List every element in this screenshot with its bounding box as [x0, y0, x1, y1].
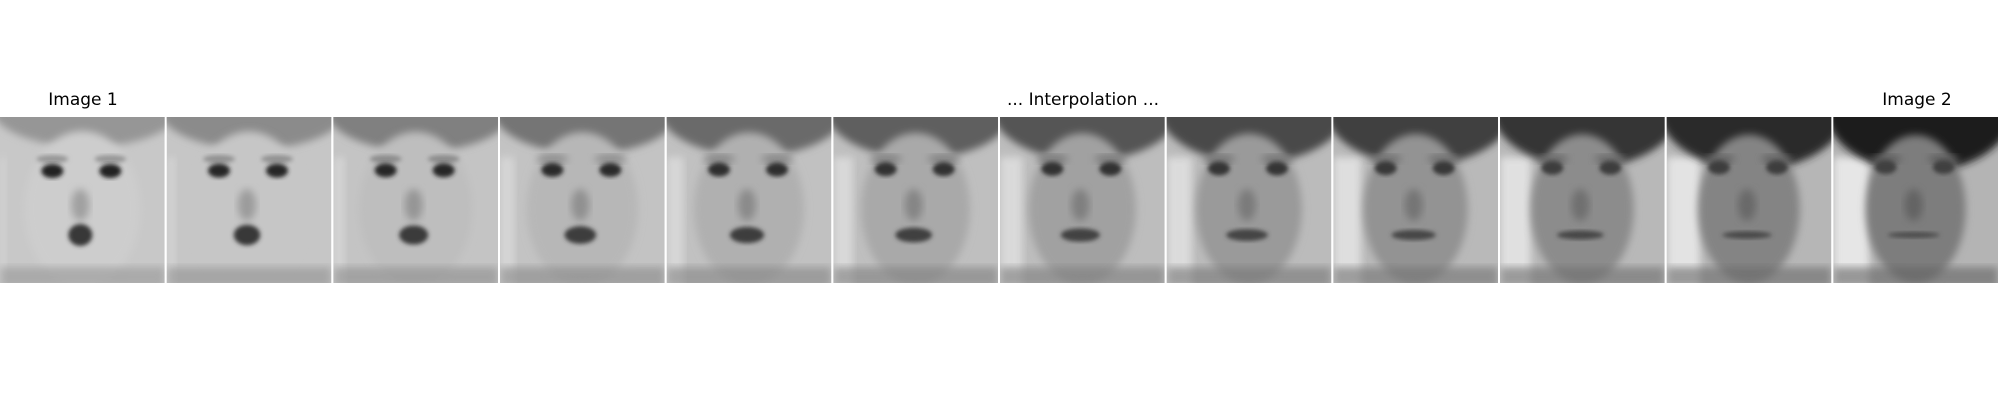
face-frame-2 [166, 117, 332, 283]
face-frame-3 [333, 117, 499, 283]
face-frame-10 [1500, 117, 1665, 283]
face-frame-6 [833, 117, 998, 283]
end-image-label: Image 2 [1882, 90, 1952, 110]
interpolation-strip [0, 117, 1999, 283]
face-frame-5 [666, 117, 832, 283]
face-frame-4 [500, 117, 665, 283]
start-image-label: Image 1 [48, 90, 118, 110]
face-frame-12 [1833, 117, 1999, 283]
face-frame-8 [1166, 117, 1332, 283]
interpolation-label: ... Interpolation ... [1006, 90, 1160, 110]
face-frame-1 [0, 117, 165, 283]
face-frame-7 [1000, 117, 1165, 283]
face-frame-11 [1666, 117, 1832, 283]
face-frame-9 [1333, 117, 1499, 283]
